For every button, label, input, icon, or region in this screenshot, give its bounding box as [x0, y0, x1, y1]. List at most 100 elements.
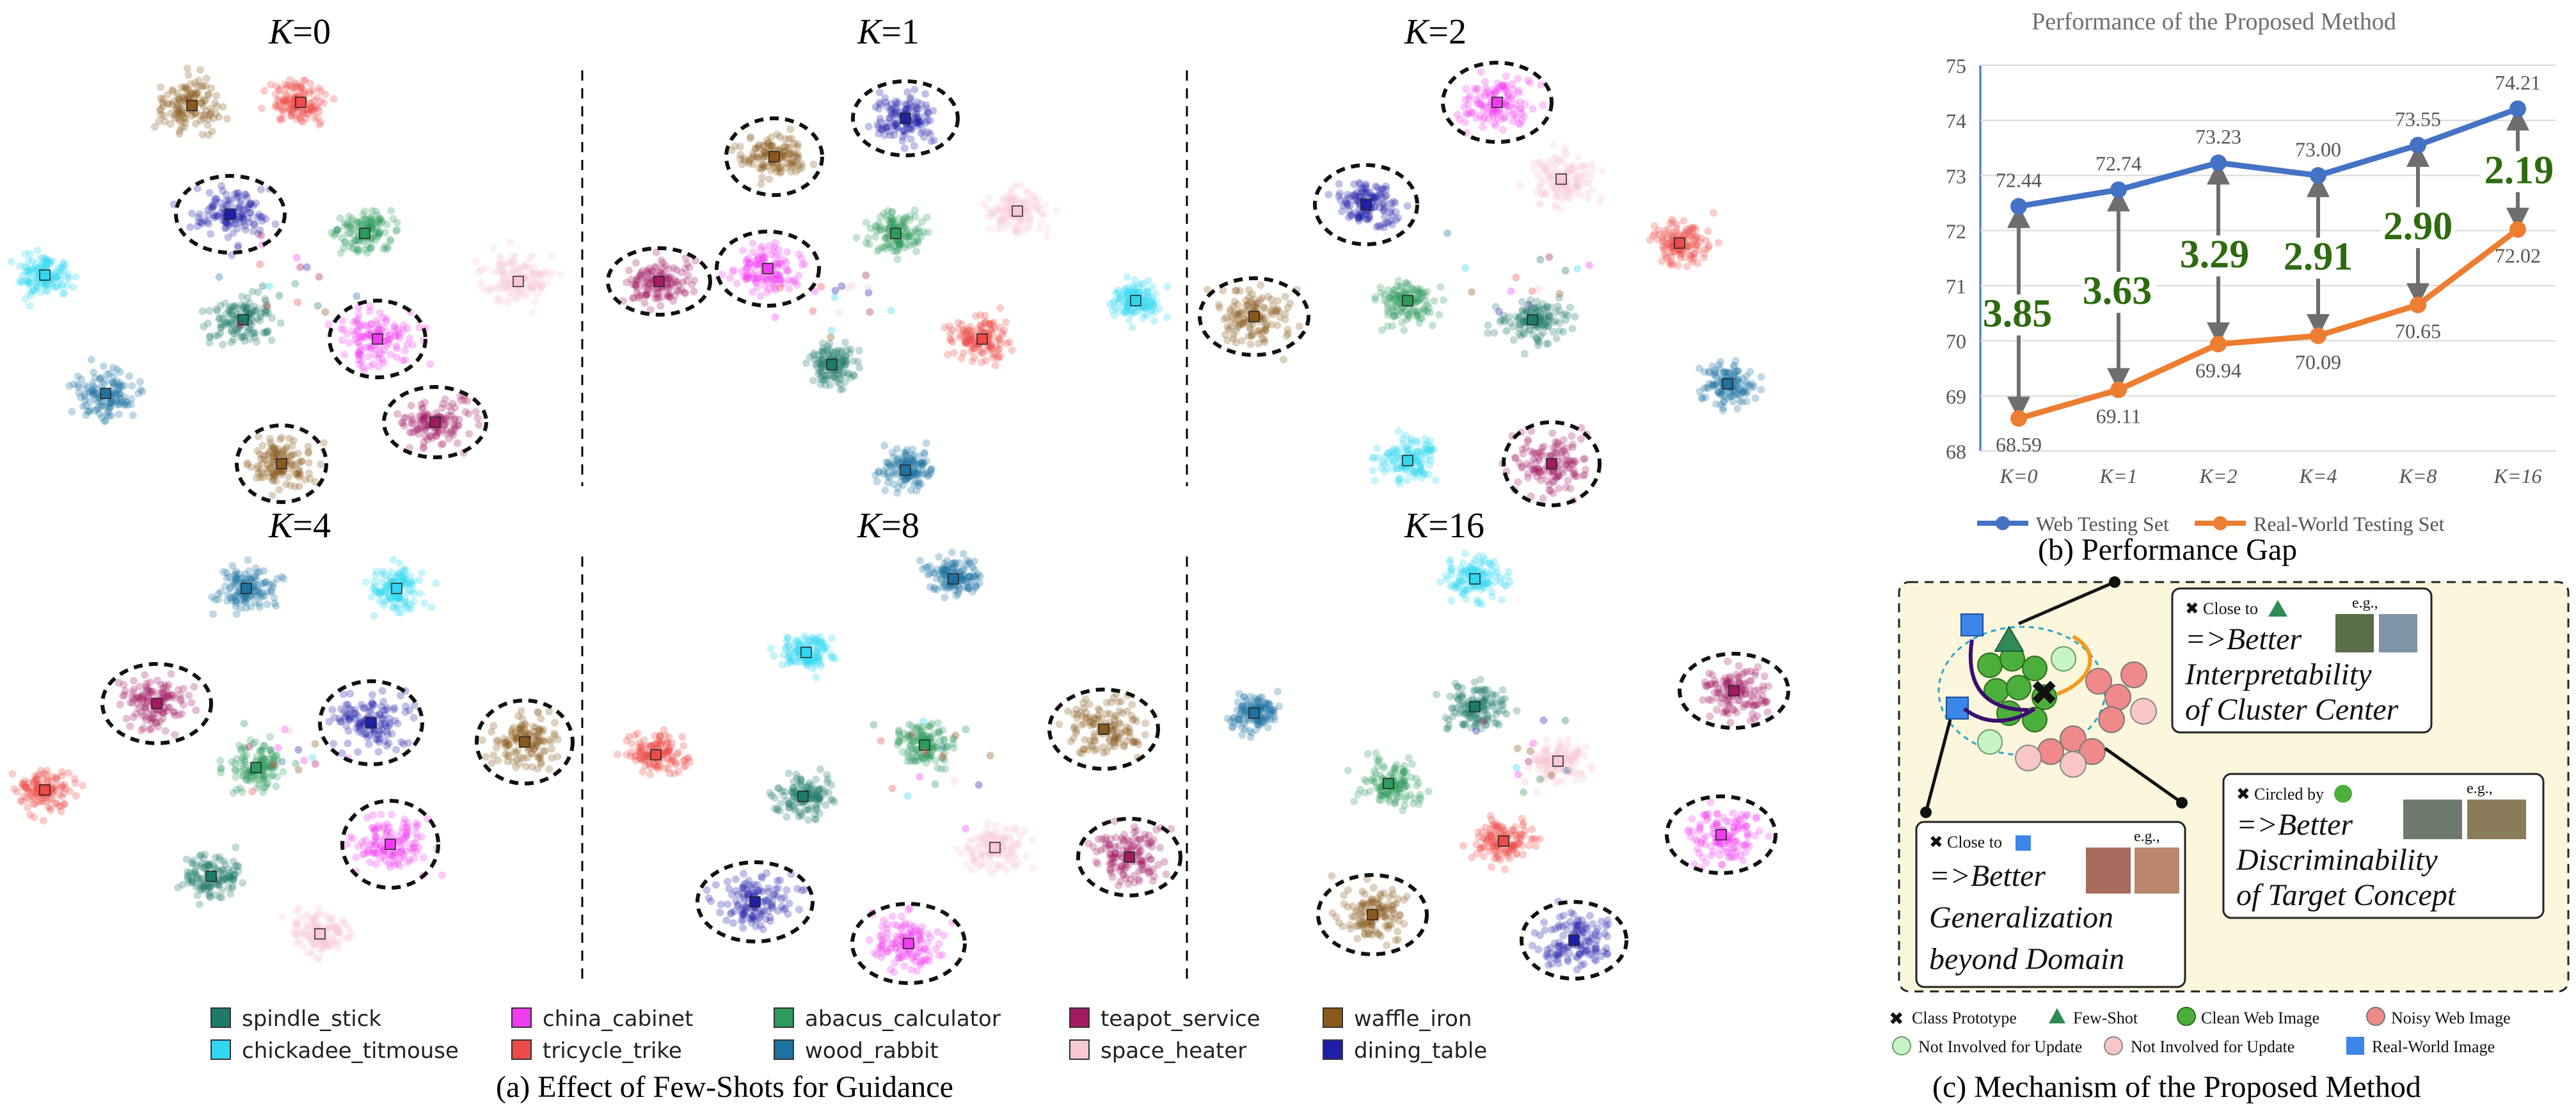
chart-series — [2010, 100, 2526, 427]
legend-item: waffle_iron — [1323, 1006, 1472, 1032]
class-cluster — [1528, 897, 1612, 974]
class-cluster — [1459, 812, 1544, 874]
performance-chart: Performance of the Proposed Method 68 69 7… — [1946, 8, 2556, 535]
data-point — [2509, 100, 2526, 118]
legend-real-world: Real-World Testing Set — [2254, 512, 2445, 535]
data-point — [2110, 381, 2127, 398]
cluster-prototype — [1012, 205, 1023, 217]
class-cluster — [1646, 209, 1722, 271]
class-cluster — [243, 432, 328, 500]
few-shot-icon — [1994, 626, 2024, 652]
legend-item: china_cabinet — [511, 1006, 693, 1032]
class-cluster — [1525, 736, 1596, 796]
few-shot-ring — [318, 679, 424, 766]
class-cluster — [1516, 141, 1607, 214]
legend-item: tricycle_trike — [511, 1038, 682, 1064]
class-cluster — [1499, 423, 1591, 505]
data-labels: 72.44 72.74 73.23 73.00 73.55 74.21 68.59 69.11… — [1996, 71, 2541, 456]
class-cluster — [198, 287, 285, 349]
class-cluster — [325, 687, 418, 757]
legend-item: space_heater — [1069, 1038, 1246, 1064]
value-label: 72.74 — [2095, 152, 2142, 175]
connector-line — [2018, 580, 2115, 626]
k-title: K=1 — [857, 12, 919, 52]
cluster-prototype — [39, 269, 51, 281]
cluster-prototype — [186, 100, 198, 111]
class-cluster — [1055, 690, 1150, 762]
cluster-prototype — [100, 388, 111, 399]
k-title: K=4 — [268, 506, 331, 546]
few-shot-ring — [851, 79, 960, 157]
legend-item: abacus_calculator — [774, 1006, 1001, 1032]
y-tick-label: 71 — [1946, 275, 1966, 298]
cluster-prototype — [1469, 573, 1481, 585]
class-cluster — [1223, 688, 1284, 741]
class-cluster — [1453, 68, 1547, 137]
value-label: 70.65 — [2395, 320, 2441, 343]
data-point — [2310, 167, 2326, 184]
y-tick-label: 69 — [1946, 385, 1966, 408]
class-cluster — [278, 903, 356, 963]
data-point — [2210, 335, 2227, 352]
few-shot-ring — [475, 698, 575, 785]
example-image — [2135, 848, 2179, 894]
mechanism-panel: ✖ ✖ Close to e.g., =>Better Interpretabi… — [1889, 576, 2570, 1056]
class-cluster — [1433, 675, 1521, 733]
few-shot-ring — [850, 902, 967, 985]
legend-item: dining_table — [1323, 1038, 1487, 1064]
gap-label: 2.91 — [2284, 235, 2353, 279]
class-cluster — [864, 86, 938, 152]
class-cluster — [8, 766, 87, 825]
x-tick-label: K=2 — [2199, 464, 2238, 487]
class-cluster — [257, 75, 338, 129]
class-cluster — [1085, 817, 1175, 890]
cluster-prototype — [205, 871, 217, 882]
gap-label: 2.19 — [2485, 148, 2554, 192]
few-shot-ring — [1441, 61, 1554, 144]
class-cluster — [1699, 658, 1772, 727]
k-title: K=8 — [857, 506, 919, 546]
class-cluster — [1106, 272, 1172, 331]
y-tick-label: 68 — [1946, 440, 1966, 463]
y-tick-label: 73 — [1946, 164, 1966, 187]
example-image — [2379, 614, 2417, 652]
class-cluster — [324, 302, 434, 375]
class-cluster — [7, 246, 80, 310]
class-cluster — [718, 239, 809, 300]
class-cluster — [328, 207, 401, 257]
cluster-prototype — [797, 791, 809, 802]
example-image — [2403, 800, 2462, 839]
x-tick-label: K=16 — [2493, 464, 2542, 487]
cluster-prototype — [1674, 237, 1685, 249]
cluster-prototype — [39, 784, 51, 796]
cluster-prototype — [890, 228, 902, 239]
legend-item: teapot_service — [1069, 1006, 1260, 1032]
cluster-prototype — [237, 314, 249, 326]
few-shot-ring — [724, 116, 824, 197]
few-shot-ring — [696, 860, 815, 943]
cluster-prototype — [519, 736, 530, 748]
class-cluster — [1371, 276, 1447, 335]
cluster-prototype — [1367, 909, 1378, 920]
cluster-prototype — [650, 749, 662, 761]
data-point — [2110, 181, 2127, 198]
class-cluster — [216, 732, 287, 797]
value-label: 69.94 — [2195, 359, 2241, 382]
cluster-prototype — [225, 209, 236, 220]
real-world-icon — [1960, 613, 1984, 636]
cluster-prototype — [1402, 455, 1413, 466]
cluster-prototype — [314, 928, 326, 940]
mechanism-legend: ✖ Class Prototype Few-Shot Clean Web Ima… — [1889, 1007, 2511, 1056]
data-point — [2410, 296, 2426, 313]
class-cluster — [1344, 749, 1433, 815]
value-label: 74.21 — [2495, 71, 2541, 94]
data-point — [2509, 221, 2526, 238]
cluster-prototype — [1360, 199, 1372, 210]
few-shot-ring — [1665, 794, 1777, 875]
x-axis: K=0 K=1 K=2 K=4 K=8 K=16 — [2000, 464, 2542, 487]
value-label: 73.00 — [2295, 138, 2341, 161]
few-shot-circles — [100, 61, 1790, 985]
interpretability-box: ✖ Close to e.g., =>Better Interpretabili… — [2171, 587, 2433, 734]
update-arrow — [1963, 707, 2036, 723]
class-cluster — [208, 556, 288, 619]
